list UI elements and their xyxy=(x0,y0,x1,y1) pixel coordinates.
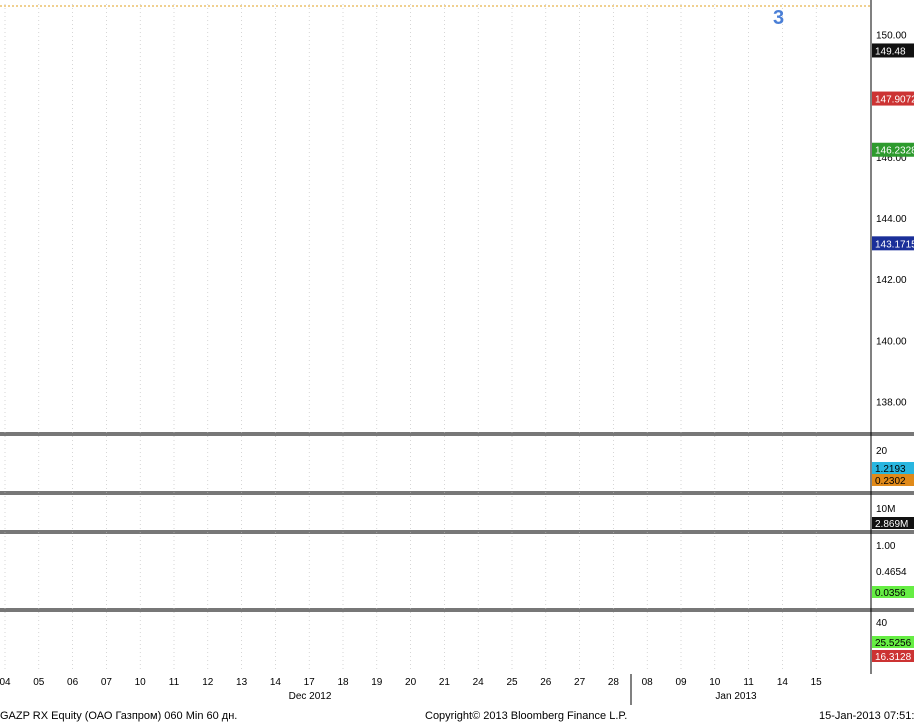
blue-ma-level-box xyxy=(872,236,914,251)
date-tick-label: 12 xyxy=(202,677,214,688)
date-tick-label: 05 xyxy=(33,677,45,688)
last-price-box xyxy=(872,43,914,58)
date-tick-label: 13 xyxy=(236,677,248,688)
month-label: Jan 2013 xyxy=(715,691,757,702)
dmi-value-b: 16.3128 xyxy=(875,652,912,663)
price-tick-label: 140.00 xyxy=(876,336,907,347)
date-tick-label: 20 xyxy=(405,677,417,688)
volume-value: 2.869M xyxy=(875,519,908,530)
panel-separator xyxy=(0,530,914,534)
red-ma-level-box xyxy=(872,91,914,106)
price-tick-label: 150.00 xyxy=(876,31,907,42)
chart-labels: 3 GAZP RX Equity (ОАО Газпром) 060 Min 6… xyxy=(0,7,914,722)
price-tick-label: 138.00 xyxy=(876,397,907,408)
stoch-tick-label: 1.00 xyxy=(876,541,896,552)
date-tick-label: 26 xyxy=(540,677,552,688)
osc-value-b: 0.2302 xyxy=(875,476,906,487)
date-tick-label: 15 xyxy=(811,677,823,688)
osc-tick-label: 20 xyxy=(876,446,888,457)
panel-separator xyxy=(0,608,914,612)
osc-value-a: 1.2193 xyxy=(875,464,906,475)
date-tick-label: 27 xyxy=(574,677,586,688)
top-wave-label: 3 xyxy=(773,7,784,29)
date-tick-label: 28 xyxy=(608,677,620,688)
blue-ma-level-text: 143.1715 xyxy=(875,239,914,250)
price-tick-label: 146.00 xyxy=(876,153,907,164)
date-tick-label: 08 xyxy=(642,677,654,688)
footer-security: GAZP RX Equity (ОАО Газпром) 060 Min 60 … xyxy=(0,710,237,722)
footer-copyright: Copyright© 2013 Bloomberg Finance L.P. xyxy=(425,710,627,722)
date-tick-label: 18 xyxy=(337,677,349,688)
green-ma-level-box xyxy=(872,142,914,157)
axes: 150.00148.00146.00144.00142.00140.00138.… xyxy=(0,0,914,705)
plot-background xyxy=(0,0,914,674)
last-price-text: 149.48 xyxy=(875,46,906,57)
date-tick-label: 04 xyxy=(0,677,11,688)
date-tick-label: 11 xyxy=(169,677,180,688)
date-tick-label: 10 xyxy=(135,677,147,688)
price-tick-label: 142.00 xyxy=(876,275,907,286)
date-tick-label: 24 xyxy=(473,677,485,688)
red-ma-level-text: 147.9072 xyxy=(875,95,914,106)
stoch-value-b: 0.0356 xyxy=(875,588,906,599)
stoch-value-b-box xyxy=(872,586,914,598)
date-tick-label: 09 xyxy=(675,677,687,688)
green-ma-level-text: 146.2328 xyxy=(875,146,914,157)
date-tick-label: 11 xyxy=(743,677,754,688)
stoch-value-a: 0.4654 xyxy=(876,567,907,578)
footer-timestamp: 15-Jan-2013 07:51:35 xyxy=(819,710,914,722)
date-tick-label: 17 xyxy=(304,677,316,688)
date-tick-label: 21 xyxy=(439,677,451,688)
date-tick-label: 14 xyxy=(777,677,789,688)
price-tick-label: 144.00 xyxy=(876,214,907,225)
volume-tick-label: 10M xyxy=(876,504,895,515)
panel-separator xyxy=(0,491,914,495)
dmi-value-a: 25.5256 xyxy=(875,638,912,649)
volume-value-box xyxy=(872,517,914,529)
date-tick-label: 10 xyxy=(709,677,721,688)
date-tick-label: 19 xyxy=(371,677,383,688)
dmi-value-b-box xyxy=(872,650,914,662)
dmi-tick-label: 40 xyxy=(876,618,888,629)
month-label: Dec 2012 xyxy=(289,691,332,702)
date-tick-label: 07 xyxy=(101,677,113,688)
date-tick-label: 06 xyxy=(67,677,79,688)
panel-separator xyxy=(0,432,914,436)
osc-value-a-box xyxy=(872,462,914,474)
osc-value-b-box xyxy=(872,474,914,486)
date-tick-label: 25 xyxy=(506,677,518,688)
date-tick-label: 14 xyxy=(270,677,282,688)
dmi-value-a-box xyxy=(872,636,914,648)
